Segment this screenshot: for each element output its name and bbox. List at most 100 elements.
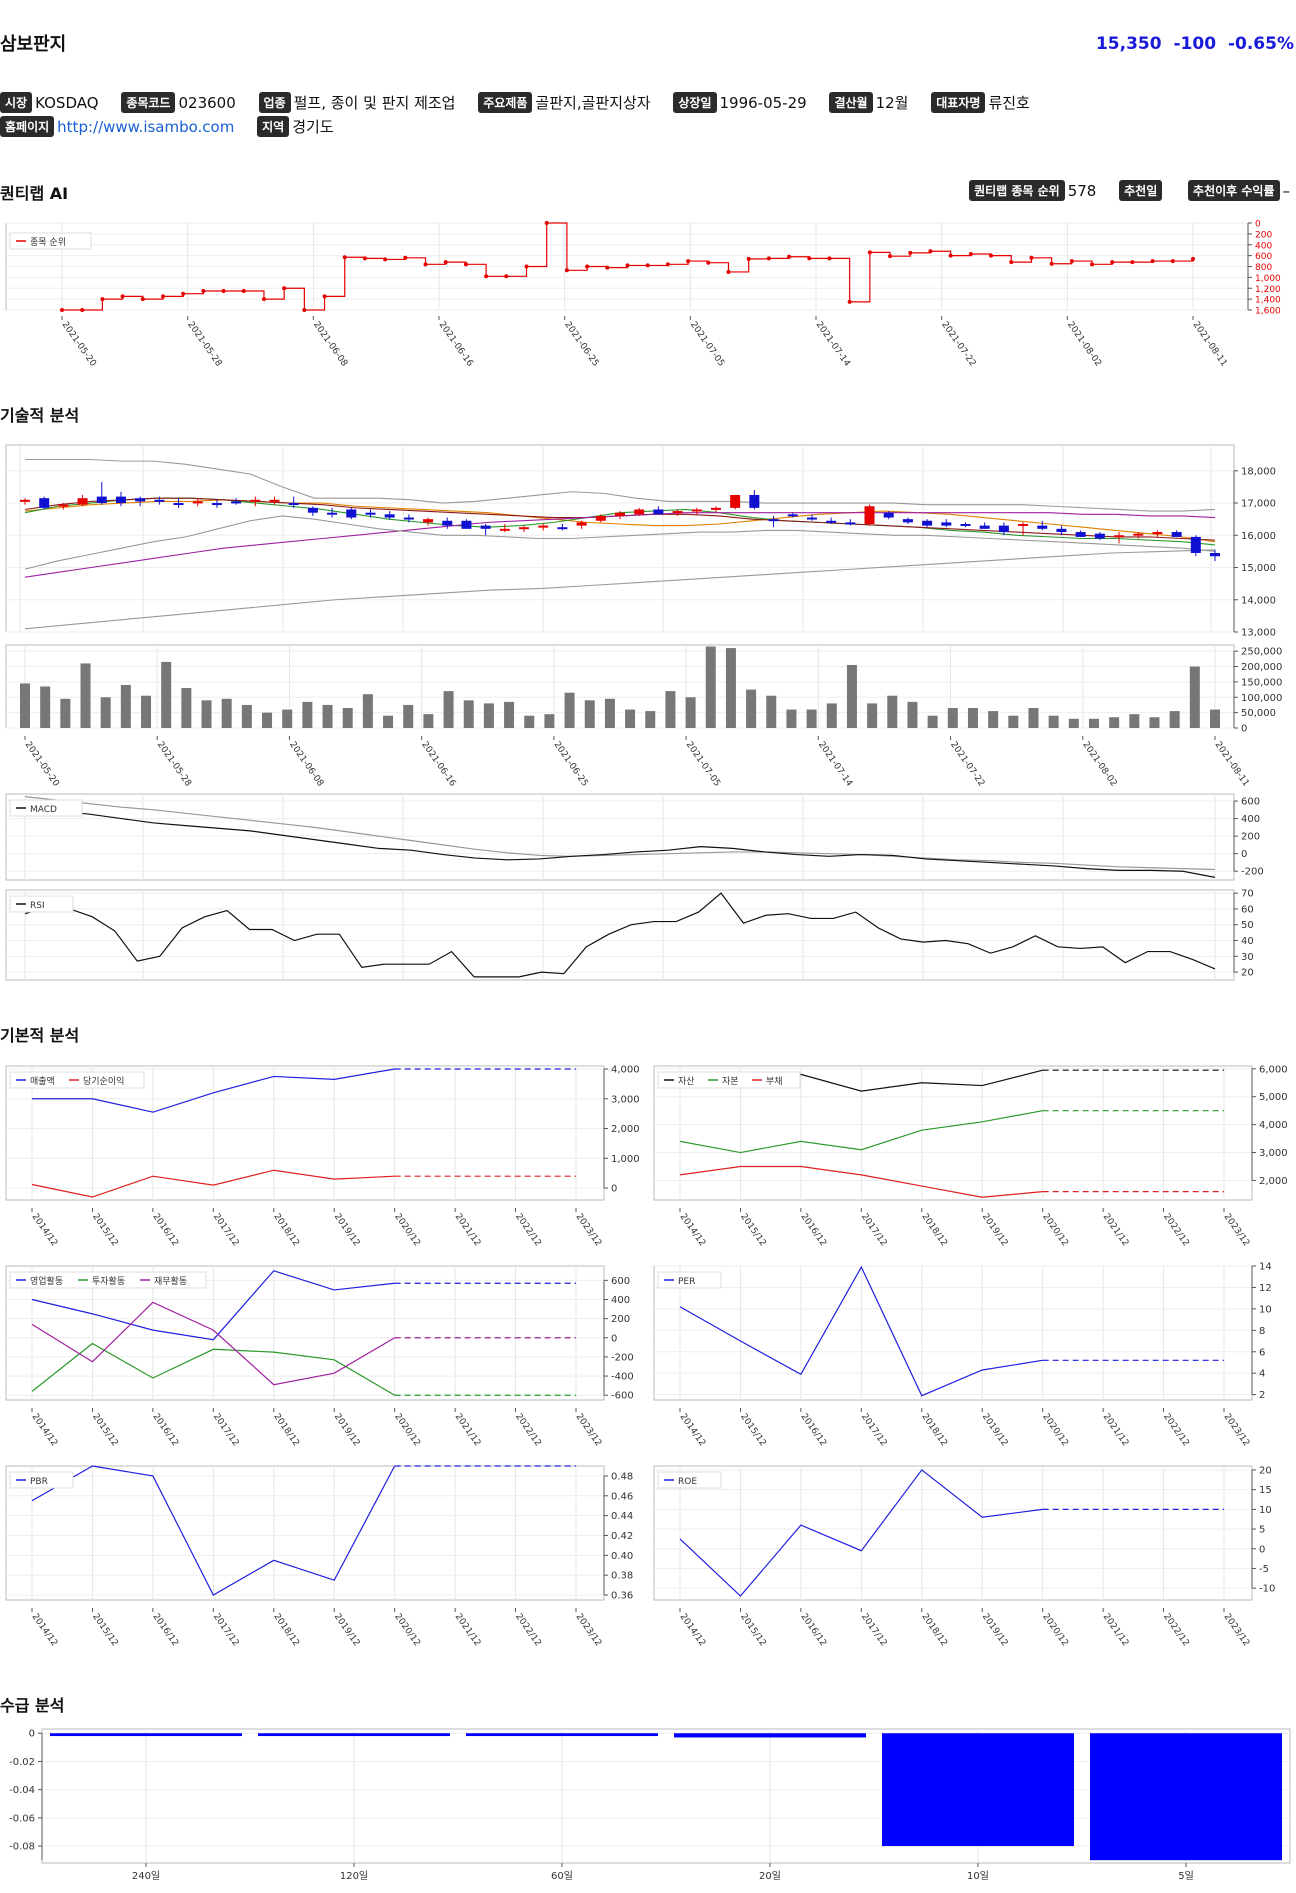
rank-point <box>181 291 186 296</box>
candle-body <box>538 525 549 528</box>
candle-body <box>1075 532 1086 537</box>
region-tag: 지역 <box>257 116 290 137</box>
plot-frame <box>5 444 1235 633</box>
volume-bar <box>524 715 535 728</box>
rank-tag: 퀀티랩 종목 순위 <box>969 180 1065 201</box>
y-tick-label: 4,000 <box>611 1064 640 1075</box>
homepage-link[interactable]: http://www.isambo.com <box>57 118 235 136</box>
legend-box <box>657 1471 722 1489</box>
candle-body <box>307 507 318 513</box>
volume-bar <box>544 714 555 728</box>
candle-body <box>922 520 933 526</box>
volume-bar <box>988 711 999 728</box>
legend-label: 영업활동 <box>30 1275 63 1287</box>
x-tick-label: 2021-05-20 <box>60 320 98 369</box>
x-tick-label: 2018/12 <box>271 1212 301 1248</box>
volume-bar <box>705 646 716 728</box>
x-tick-label: 2018/12 <box>919 1612 949 1648</box>
supply-bar <box>882 1733 1074 1847</box>
rank-point <box>443 260 448 265</box>
volume-bar <box>1129 714 1140 728</box>
per-chart: 2 4 6 8 10 12 14 PER 2014/12 2015/12 2016/12 2017/1… <box>653 1262 1272 1448</box>
candle-body <box>115 496 126 504</box>
stock-name: 삼보판지 <box>0 34 67 55</box>
candle-body <box>1190 536 1201 554</box>
rank-value: 578 <box>1067 182 1097 200</box>
y-tick-label: 200 <box>611 1314 630 1325</box>
technical-heading: 기술적 분석 <box>0 406 80 425</box>
rank-point <box>1130 260 1135 265</box>
rank-point <box>100 297 105 302</box>
y-tick-label: 17,000 <box>1241 499 1276 510</box>
x-tick-label: 2015/12 <box>90 1212 120 1248</box>
x-tick-label: 120일 <box>340 1870 368 1882</box>
volume-bar <box>1189 666 1200 728</box>
rank-point <box>80 308 85 312</box>
x-tick-label: 2018/12 <box>271 1612 301 1648</box>
x-tick-label: 2021-07-14 <box>814 320 852 369</box>
candle-body <box>749 494 760 508</box>
volume-bar <box>645 711 656 728</box>
assets-line <box>679 1110 1043 1154</box>
x-tick-label: 2015/12 <box>738 1612 768 1648</box>
legend-label: 당기순이익 <box>83 1075 124 1087</box>
x-tick-label: 2021-07-22 <box>939 320 977 369</box>
code-tag: 종목코드 <box>121 92 176 113</box>
candle-body <box>576 522 587 526</box>
x-tick-label: 2018/12 <box>919 1412 949 1448</box>
y-tick-label: 4,000 <box>1259 1120 1288 1131</box>
cashflow-line <box>31 1342 395 1396</box>
y-tick-label: 3,000 <box>611 1094 640 1105</box>
x-tick-label: 2021/12 <box>1101 1412 1131 1448</box>
y-tick-label: 30 <box>1241 952 1254 963</box>
volume-bar <box>665 691 676 728</box>
rank-point <box>888 254 893 259</box>
cashflow-chart: -600 -400 -200 0 200 400 600 영업활동 투자활동 재무활동 2014/1… <box>5 1265 634 1448</box>
volume-bar <box>1088 718 1099 728</box>
candle-body <box>211 503 222 506</box>
candle-body <box>864 506 875 524</box>
moving-average-line <box>24 549 1216 630</box>
x-tick-label: 2023/12 <box>574 1612 604 1648</box>
rank-point <box>1150 259 1155 264</box>
y-tick-label: 0 <box>1241 849 1247 860</box>
plot-frame <box>5 793 1235 881</box>
x-tick-label: 2020/12 <box>392 1212 422 1248</box>
candle-body <box>1171 532 1182 537</box>
y-tick-label: 250,000 <box>1241 647 1282 658</box>
x-tick-label: 60일 <box>551 1870 573 1882</box>
x-tick-label: 2019/12 <box>980 1212 1010 1248</box>
x-tick-label: 2020/12 <box>392 1412 422 1448</box>
candle-body <box>1018 523 1029 526</box>
rank-point <box>827 256 832 261</box>
rank-point <box>1029 255 1034 260</box>
candle-body <box>941 522 952 526</box>
x-tick-label: 2014/12 <box>30 1212 60 1248</box>
rank-point <box>686 259 691 264</box>
candle-body <box>365 512 376 515</box>
candle-body <box>1037 525 1048 529</box>
rank-point <box>160 294 165 299</box>
candle-body <box>346 509 357 518</box>
x-tick-label: 2014/12 <box>678 1612 708 1648</box>
y-tick-label: 15 <box>1259 1485 1272 1496</box>
y-tick-label: 0 <box>1241 724 1247 735</box>
volume-bar <box>463 700 474 728</box>
plot-frame <box>653 1265 1253 1401</box>
rank-point <box>423 262 428 267</box>
x-tick-label: 2023/12 <box>574 1212 604 1248</box>
x-tick-label: 2014/12 <box>678 1212 708 1248</box>
volume-bar <box>322 704 333 728</box>
volume-bar <box>1169 711 1180 728</box>
candle-body <box>77 498 88 505</box>
rank-point <box>403 255 408 260</box>
y-tick-label: 8 <box>1259 1326 1265 1337</box>
volume-bar <box>564 692 575 728</box>
legend-label: PER <box>678 1277 695 1287</box>
candle-body <box>672 511 683 514</box>
y-tick-label: 0 <box>611 1184 617 1195</box>
legend-label: 자산 <box>678 1076 695 1087</box>
y-tick-label: 70 <box>1241 889 1254 900</box>
candle-body <box>173 503 184 506</box>
